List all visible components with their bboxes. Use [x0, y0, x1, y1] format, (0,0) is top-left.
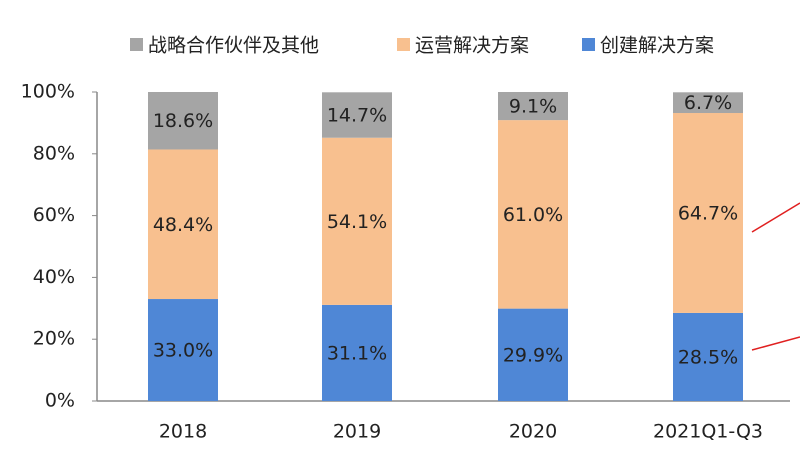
- value-label: 31.1%: [327, 342, 387, 364]
- bar-segment: [673, 92, 743, 114]
- value-label: 9.1%: [509, 96, 557, 118]
- bar-segment: [148, 149, 218, 300]
- y-tick-label: 80%: [33, 142, 75, 164]
- value-label: 6.7%: [684, 92, 732, 114]
- bar-segment: [322, 137, 392, 305]
- legend-label: 战略合作伙伴及其他: [148, 35, 319, 57]
- y-tick-label: 0%: [45, 390, 75, 412]
- value-label: 33.0%: [153, 340, 213, 362]
- legend-swatch: [582, 38, 595, 51]
- x-tick-label: 2021Q1-Q3: [653, 421, 763, 443]
- value-label: 48.4%: [153, 214, 213, 236]
- value-label: 64.7%: [678, 202, 738, 224]
- bar-segment: [498, 308, 568, 401]
- value-label: 14.7%: [327, 105, 387, 127]
- y-tick-label: 60%: [33, 204, 75, 226]
- value-label: 18.6%: [153, 110, 213, 132]
- bar-segment: [322, 92, 392, 138]
- value-label: 29.9%: [503, 344, 563, 366]
- legend-swatch: [397, 38, 410, 51]
- bar-segment: [498, 92, 568, 121]
- legend-label: 创建解决方案: [600, 35, 714, 57]
- bar-segment: [673, 113, 743, 313]
- bar-segment: [322, 304, 392, 401]
- x-tick-label: 2018: [159, 421, 207, 443]
- bar-segment: [498, 120, 568, 309]
- bar-segment: [148, 299, 218, 401]
- y-tick-label: 100%: [21, 81, 75, 103]
- value-label: 54.1%: [327, 211, 387, 233]
- decoration-line: [751, 336, 800, 351]
- bar-segment: [673, 312, 743, 401]
- legend-label: 运营解决方案: [415, 35, 529, 57]
- legend-swatch: [130, 38, 143, 51]
- value-label: 61.0%: [503, 204, 563, 226]
- y-tick-label: 40%: [33, 266, 75, 288]
- bar-segment: [148, 92, 218, 150]
- decoration-line: [751, 202, 800, 233]
- x-tick-label: 2019: [333, 421, 381, 443]
- y-tick-label: 20%: [33, 328, 75, 350]
- x-tick-label: 2020: [509, 421, 557, 443]
- value-label: 28.5%: [678, 346, 738, 368]
